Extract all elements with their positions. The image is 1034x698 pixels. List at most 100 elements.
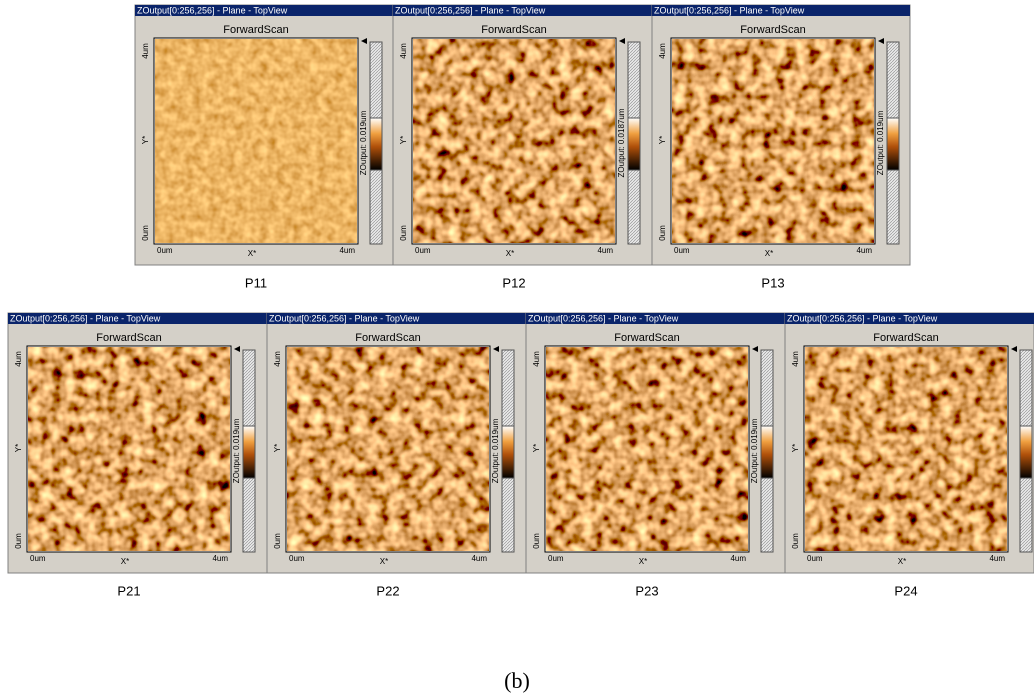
y-axis-label: Y* bbox=[658, 136, 667, 144]
topography-image bbox=[546, 347, 748, 551]
window-title: ZOutput[0:256,256] - Plane - TopView bbox=[787, 313, 938, 323]
x-axis-label: X* bbox=[121, 557, 129, 566]
scan-label: ForwardScan bbox=[614, 332, 679, 344]
marker bbox=[234, 346, 240, 352]
window: ZOutput[0:256,256] - Plane - TopView Forw… bbox=[134, 4, 394, 266]
panel-caption: P21 bbox=[117, 583, 140, 598]
y-top-label: 4um bbox=[273, 351, 282, 367]
figure-label: (b) bbox=[504, 668, 530, 693]
title-bar bbox=[785, 313, 1034, 324]
x-left-label: 0um bbox=[289, 554, 305, 563]
topography-image bbox=[413, 39, 615, 243]
title-bar bbox=[267, 313, 526, 324]
scan-label: ForwardScan bbox=[481, 24, 546, 36]
y-axis-label: Y* bbox=[141, 136, 150, 144]
x-left-label: 0um bbox=[548, 554, 564, 563]
title-bar bbox=[8, 313, 267, 324]
colorbar-label: ZOutput: 0.019um bbox=[359, 110, 368, 175]
colorbar bbox=[760, 425, 774, 479]
panel-caption: P23 bbox=[635, 583, 658, 598]
window: ZOutput[0:256,256] - Plane - TopView Forw… bbox=[784, 312, 1034, 574]
topography-image bbox=[287, 347, 489, 551]
x-left-label: 0um bbox=[807, 554, 823, 563]
marker bbox=[493, 346, 499, 352]
x-left-label: 0um bbox=[157, 246, 173, 255]
colorbar bbox=[886, 117, 900, 171]
window-title: ZOutput[0:256,256] - Plane - TopView bbox=[269, 313, 420, 323]
panel-caption: P24 bbox=[894, 583, 917, 598]
topography-image bbox=[28, 347, 230, 551]
window-title: ZOutput[0:256,256] - Plane - TopView bbox=[137, 5, 288, 15]
marker bbox=[1011, 346, 1017, 352]
y-axis-label: Y* bbox=[399, 136, 408, 144]
y-bottom-label: 0um bbox=[14, 533, 23, 549]
x-axis-label: X* bbox=[380, 557, 388, 566]
y-bottom-label: 0um bbox=[658, 225, 667, 241]
colorbar bbox=[501, 425, 515, 479]
x-axis-label: X* bbox=[898, 557, 906, 566]
y-axis-label: Y* bbox=[791, 444, 800, 452]
scan-label: ForwardScan bbox=[96, 332, 161, 344]
window-title: ZOutput[0:256,256] - Plane - TopView bbox=[10, 313, 161, 323]
panel-caption: P12 bbox=[502, 275, 525, 290]
title-bar bbox=[652, 5, 910, 16]
colorbar bbox=[369, 117, 383, 171]
y-bottom-label: 0um bbox=[273, 533, 282, 549]
y-top-label: 4um bbox=[14, 351, 23, 367]
marker bbox=[752, 346, 758, 352]
colorbar bbox=[1019, 425, 1033, 479]
colorbar bbox=[627, 117, 641, 171]
x-axis-label: X* bbox=[765, 249, 773, 258]
x-right-label: 4um bbox=[339, 246, 355, 255]
scan-label: ForwardScan bbox=[873, 332, 938, 344]
colorbar bbox=[242, 425, 256, 479]
x-right-label: 4um bbox=[730, 554, 746, 563]
colorbar-label: ZOutput: 0.019um bbox=[232, 418, 241, 483]
topography-image bbox=[155, 39, 357, 243]
y-axis-label: Y* bbox=[273, 444, 282, 452]
x-right-label: 4um bbox=[989, 554, 1005, 563]
colorbar-label: ZOutput: 0.019um bbox=[750, 418, 759, 483]
colorbar-label: ZOutput: 0.019um bbox=[491, 418, 500, 483]
scan-label: ForwardScan bbox=[355, 332, 420, 344]
window: ZOutput[0:256,256] - Plane - TopView Forw… bbox=[7, 312, 268, 574]
y-bottom-label: 0um bbox=[532, 533, 541, 549]
scan-label: ForwardScan bbox=[223, 24, 288, 36]
x-right-label: 4um bbox=[597, 246, 613, 255]
y-top-label: 4um bbox=[791, 351, 800, 367]
panel-caption: P13 bbox=[761, 275, 784, 290]
colorbar-label: ZOutput: 0.0187um bbox=[617, 108, 626, 177]
x-axis-label: X* bbox=[506, 249, 514, 258]
title-bar bbox=[526, 313, 785, 324]
y-axis-label: Y* bbox=[14, 444, 23, 452]
y-axis-label: Y* bbox=[532, 444, 541, 452]
topography-image bbox=[805, 347, 1007, 551]
y-top-label: 4um bbox=[658, 43, 667, 59]
x-axis-label: X* bbox=[639, 557, 647, 566]
window: ZOutput[0:256,256] - Plane - TopView Forw… bbox=[392, 4, 653, 266]
colorbar-label: ZOutput: 0.019um bbox=[876, 110, 885, 175]
x-right-label: 4um bbox=[856, 246, 872, 255]
x-left-label: 0um bbox=[674, 246, 690, 255]
window: ZOutput[0:256,256] - Plane - TopView Forw… bbox=[525, 312, 786, 574]
window: ZOutput[0:256,256] - Plane - TopView Forw… bbox=[266, 312, 527, 574]
y-bottom-label: 0um bbox=[791, 533, 800, 549]
y-top-label: 4um bbox=[399, 43, 408, 59]
window: ZOutput[0:256,256] - Plane - TopView Forw… bbox=[651, 4, 911, 266]
y-top-label: 4um bbox=[532, 351, 541, 367]
panel-caption: P11 bbox=[245, 275, 267, 290]
topography-image bbox=[672, 39, 874, 243]
y-top-label: 4um bbox=[141, 43, 150, 59]
marker bbox=[619, 38, 625, 44]
x-right-label: 4um bbox=[471, 554, 487, 563]
window-title: ZOutput[0:256,256] - Plane - TopView bbox=[528, 313, 679, 323]
scan-label: ForwardScan bbox=[740, 24, 805, 36]
x-left-label: 0um bbox=[30, 554, 46, 563]
marker bbox=[361, 38, 367, 44]
window-title: ZOutput[0:256,256] - Plane - TopView bbox=[395, 5, 546, 15]
title-bar bbox=[135, 5, 393, 16]
marker bbox=[878, 38, 884, 44]
y-bottom-label: 0um bbox=[141, 225, 150, 241]
x-axis-label: X* bbox=[248, 249, 256, 258]
